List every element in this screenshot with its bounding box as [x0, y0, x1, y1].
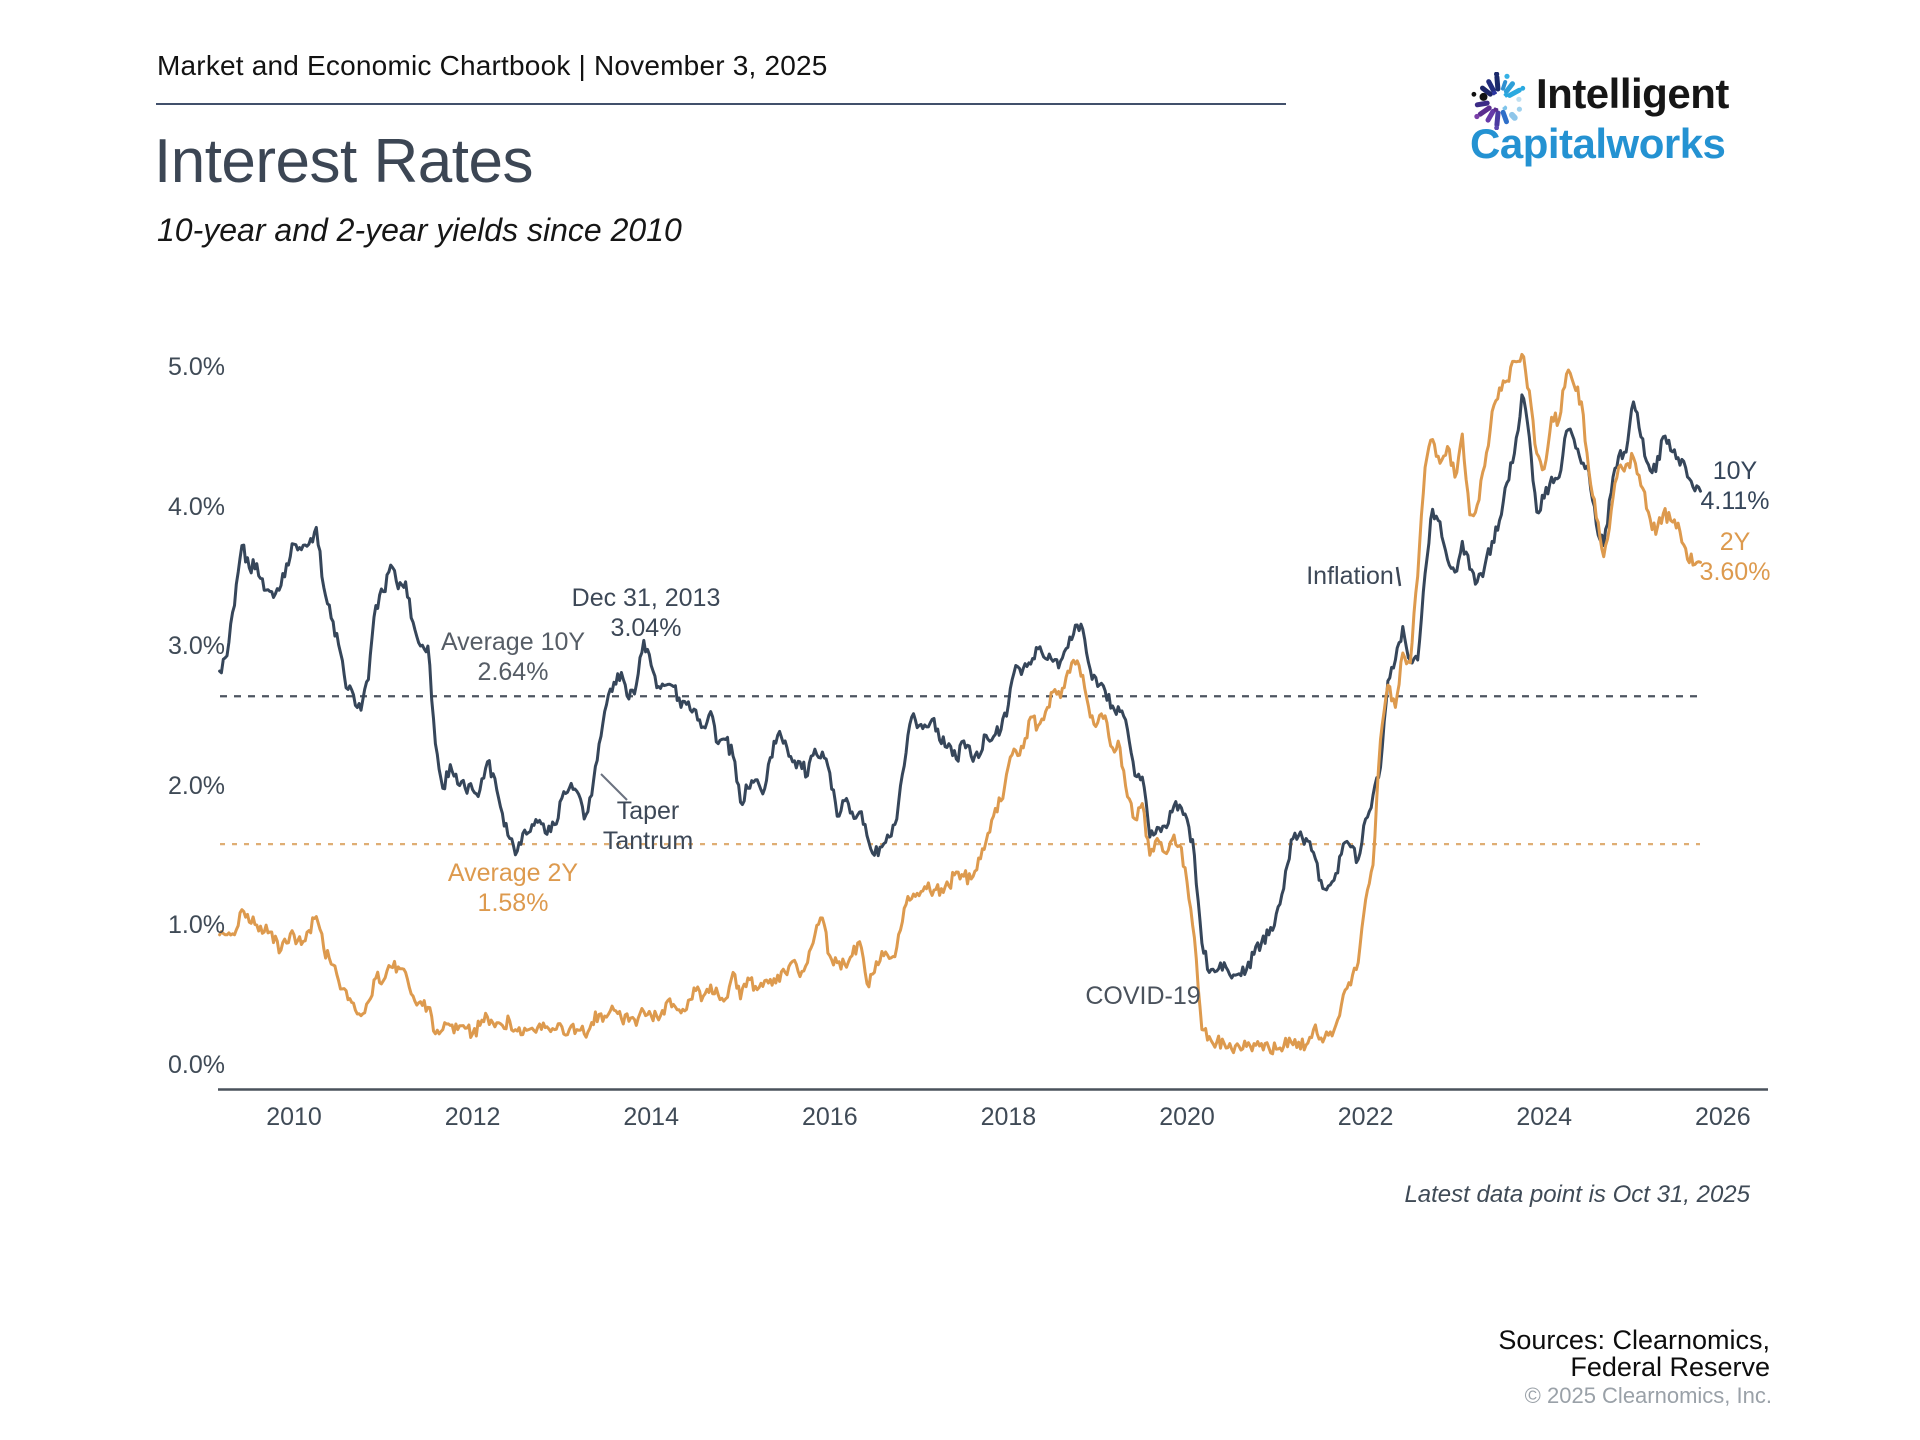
annotation-taper-line1: Taper — [616, 797, 680, 825]
series-end-label-2y: 2Y 3.60% — [1645, 527, 1825, 587]
annotation-dec-31-2013-label: Dec 31, 2013 — [571, 584, 721, 612]
taper-tantrum-leader-line — [600, 773, 628, 801]
annotation-inflation: Inflation — [1306, 562, 1394, 590]
series-end-label-10y-value: 4.11% — [1700, 487, 1770, 515]
logo-text-intelligent: Intelligent — [1536, 70, 1729, 117]
line-10y — [218, 393, 1702, 980]
annotation-average-10y: Average 10Y 2.64% — [403, 627, 623, 687]
y-axis-tick-label: 0.0% — [168, 1050, 225, 1079]
annotation-dec-31-2013: Dec 31, 2013 3.04% — [536, 583, 756, 643]
series-end-label-2y-name: 2Y — [1719, 528, 1751, 556]
y-axis-tick-label: 1.0% — [168, 911, 225, 939]
x-axis-tick-label: 2022 — [1337, 1103, 1394, 1131]
sources-line2: Federal Reserve — [1570, 1352, 1770, 1382]
annotation-average-10y-value: 2.64% — [477, 658, 549, 686]
annotation-covid-19: COVID-19 — [1085, 982, 1201, 1010]
x-axis-tick-label: 2014 — [623, 1103, 679, 1131]
copyright-text: © 2025 Clearnomics, Inc. — [1524, 1383, 1772, 1408]
header-divider — [156, 103, 1286, 105]
page-title: Interest Rates — [154, 127, 533, 196]
series-end-label-10y: 10Y 4.11% — [1645, 456, 1825, 516]
logo-text-capitalworks: Capitalworks — [1470, 120, 1726, 167]
inflation-leader-tick — [1395, 566, 1402, 587]
annotation-dec-31-2013-value: 3.04% — [610, 614, 682, 642]
x-axis-tick-label: 2020 — [1159, 1103, 1215, 1131]
chartbook-header-label: Market and Economic Chartbook | November… — [157, 50, 828, 81]
annotation-average-10y-label: Average 10Y — [440, 628, 586, 656]
x-axis-tick-label: 2026 — [1694, 1103, 1751, 1131]
x-axis-tick-label: 2010 — [266, 1103, 322, 1131]
annotation-average-2y: Average 2Y 1.58% — [403, 858, 623, 918]
y-axis-tick-label: 5.0% — [168, 353, 225, 381]
company-logo: Intelligent Capitalworks — [1470, 70, 1760, 174]
annotation-average-2y-value: 1.58% — [477, 889, 549, 917]
logo-burst-icon — [1471, 72, 1526, 130]
series-end-label-10y-name: 10Y — [1712, 457, 1758, 485]
y-axis-tick-label: 2.0% — [168, 771, 225, 800]
page-subtitle: 10-year and 2-year yields since 2010 — [157, 212, 682, 248]
latest-data-note: Latest data point is Oct 31, 2025 — [1404, 1181, 1750, 1208]
y-axis-tick-label: 3.0% — [168, 632, 225, 660]
annotation-taper-tantrum: Taper Tantrum — [548, 796, 748, 856]
line-2y — [218, 352, 1702, 1056]
x-axis-tick-label: 2018 — [980, 1103, 1037, 1131]
y-axis-tick-label: 4.0% — [168, 492, 225, 521]
x-axis-tick-label: 2012 — [444, 1103, 501, 1131]
x-axis-tick-label: 2016 — [801, 1103, 858, 1131]
sources-line1: Sources: Clearnomics, — [1498, 1325, 1770, 1355]
x-axis-tick-label: 2024 — [1516, 1103, 1572, 1131]
annotation-taper-line2: Tantrum — [602, 827, 694, 855]
sources-text: Sources: Clearnomics, Federal Reserve — [1498, 1327, 1770, 1381]
series-end-label-2y-value: 3.60% — [1699, 558, 1771, 586]
annotation-average-2y-label: Average 2Y — [447, 859, 579, 887]
